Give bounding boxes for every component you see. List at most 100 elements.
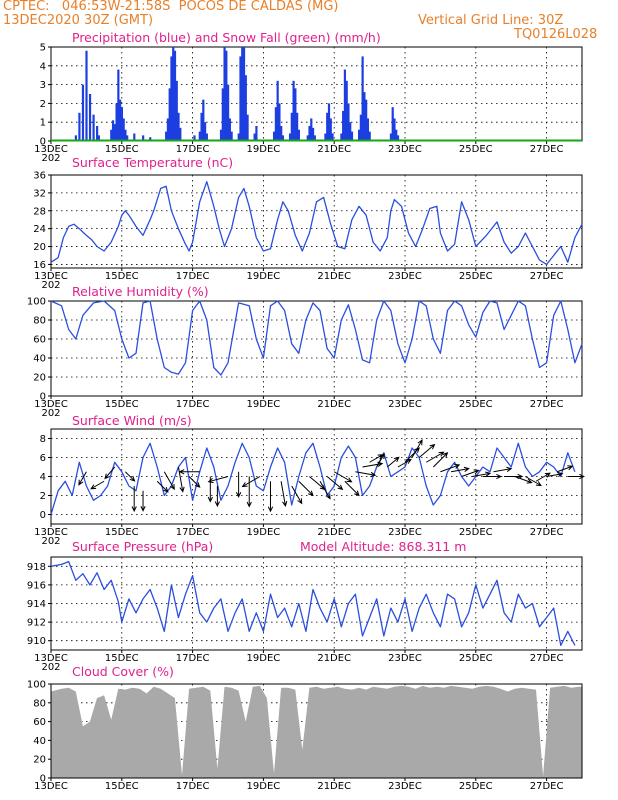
wind-arrow [567,473,585,480]
precip-y-tick-label: 3 [40,80,46,91]
wind-arrow [461,469,480,477]
wind-arrow [546,471,564,478]
humidity-x-tick-label: 13DEC [34,399,68,410]
wind-arrow [78,471,87,486]
precip-x-tick-label: 15DEC [105,144,139,155]
location-header: CPTEC: 046:53W-21:58S POCOS DE CALDAS (M… [3,0,339,14]
cloud-frame-overlay [50,683,583,779]
humidity-x-tick-label: 19DEC [247,399,281,410]
wind-x-tick-label: 17DEC [176,527,210,538]
temperature-x-tick-label: 19DEC [247,271,281,282]
precip-bar [85,50,88,142]
precip-bar [311,127,315,141]
humidity-y-tick-label: 100 [27,297,46,308]
precip-bar [203,122,207,141]
precip-bar [142,135,145,141]
temperature-y-tick-label: 20 [33,242,46,253]
precip-bar [166,118,170,141]
wind-arrow [214,486,221,508]
precip-bar [239,56,242,141]
precip-bar [310,118,313,141]
precip-x-tick-label: 25DEC [459,144,493,155]
temperature-y-tick-label: 28 [33,206,46,217]
run-date: 13DEC2020 30Z (GMT) [3,13,154,28]
wind-arrow [131,486,137,513]
precip-bar [124,129,127,141]
humidity-panel: Relative Humidity (%) 0 20 40 60 80 100 13DEC 1… [27,284,583,419]
cloud-y-tick-label: 40 [33,736,46,747]
cloud-x-tick-label: 23DEC [388,781,422,792]
precip-bar [396,135,400,141]
humidity-frame [50,300,583,397]
precip-bar [253,133,256,141]
cloud-panel: Cloud Cover (%) 0 20 40 60 80 100 13DEC 15DEC 17… [27,664,583,792]
precip-bar [117,69,120,141]
precip-bar [365,99,368,141]
pressure-x-tick-label: 19DEC [247,653,281,664]
wind-arrow [432,452,449,468]
wind-arrow [188,476,201,488]
precip-x-tick-label: 19DEC [247,144,281,155]
wind-arrow [397,458,412,468]
wind-arrow [404,447,420,463]
pressure-x-tick-label: 23DEC [388,653,422,664]
precip-bar [200,112,203,141]
wind-arrow [177,466,185,493]
temperature-series-line [50,181,583,266]
precip-bar [393,118,396,141]
precip-bar [221,88,224,141]
wind-arrow [267,481,274,513]
precip-bar [343,69,347,141]
precip-bar [246,114,249,141]
wind-arrow [280,481,288,508]
precip-x-tick-label: 27DEC [530,144,564,155]
pressure-x-tick-label: 13DEC [34,653,68,664]
precip-bar [237,133,240,141]
precip-bar [165,131,168,141]
precip-bar [389,133,393,141]
precip-bar [359,114,362,141]
wind-y-tick-label: 6 [40,453,46,464]
precip-bar [357,129,361,141]
precip-bar [122,118,125,141]
precip-x-tick-label: 13DEC [34,144,68,155]
temperature-y-tick-label: 32 [33,188,46,199]
precip-x-tick-label: 23DEC [388,144,422,155]
pressure-x-tick-label: 15DEC [105,653,139,664]
precip-frame [50,46,583,142]
cloud-x-tick-label: 27DEC [530,781,564,792]
precip-bar [324,133,327,141]
model-altitude: Model Altitude: 868.311 m [300,539,466,554]
humidity-x-tick-label: 17DEC [176,399,210,410]
wind-arrow [535,472,551,482]
wind-y-tick-label: 8 [40,434,46,445]
temperature-y-tick-label: 24 [33,224,46,235]
precip-bar [223,47,226,141]
humidity-x-tick-label: 27DEC [530,399,564,410]
precip-bar [276,80,279,141]
cloud-x-tick-label: 19DEC [247,781,281,792]
wind-arrow [291,485,303,505]
cloud-x-tick-label: 21DEC [317,781,351,792]
year-stub-label: 202 [41,536,60,547]
temperature-x-tick-label: 25DEC [459,271,493,282]
precip-panel: Precipitation (blue) and Snow Fall (gree… [34,30,583,164]
pressure-y-tick-label: 910 [27,636,46,647]
precip-bar [198,131,201,141]
precip-bar [349,122,352,141]
humidity-x-tick-label: 15DEC [105,399,139,410]
precip-bar [242,47,246,141]
wind-arrow [482,473,503,480]
wind-arrow [163,471,175,491]
cloud-x-tick-label: 25DEC [459,781,493,792]
temperature-y-tick-label: 16 [33,260,46,271]
precip-bar [97,135,100,141]
wind-arrow [104,466,116,480]
precip-bar [288,133,292,141]
wind-arrow [450,466,470,473]
cloud-cover-area [51,685,582,778]
temperature-x-tick-label: 27DEC [530,271,564,282]
precip-bar [113,124,116,141]
wind-arrow [425,451,445,463]
